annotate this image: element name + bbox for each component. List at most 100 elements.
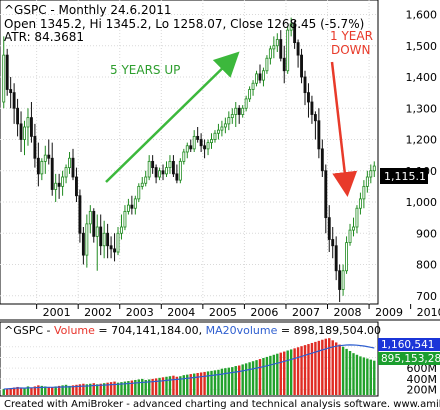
candle-body xyxy=(130,204,134,209)
candle-body xyxy=(182,151,186,162)
price-tick-label: 1,500 xyxy=(406,40,438,53)
candle-body xyxy=(26,117,30,128)
ma-volume-badge xyxy=(378,352,440,365)
volume-bar xyxy=(265,356,269,395)
candle-body xyxy=(244,98,248,109)
candle-body xyxy=(352,226,355,231)
volume-bar xyxy=(331,340,334,395)
price-tick-label: 1,400 xyxy=(406,71,438,84)
candle-body xyxy=(19,123,23,140)
volume-bar xyxy=(82,383,85,395)
candle-body xyxy=(154,167,158,178)
candle-body xyxy=(9,89,13,94)
candle-body xyxy=(78,195,82,234)
volume-bar xyxy=(286,350,289,395)
last-price-label: 1,115.1 xyxy=(384,170,426,183)
volume-bar xyxy=(89,383,92,395)
volume-bar xyxy=(182,375,186,395)
candle-body xyxy=(296,42,300,56)
candle-body xyxy=(61,176,65,187)
candle-body xyxy=(258,73,262,81)
volume-bar xyxy=(248,362,251,395)
volume-bar xyxy=(217,369,220,395)
candle-body xyxy=(102,232,106,247)
candle-body xyxy=(307,92,310,103)
volume-bar xyxy=(283,351,286,395)
volume-bar xyxy=(19,388,23,395)
volume-bar xyxy=(258,359,262,395)
candle-body xyxy=(227,117,231,125)
volume-bar xyxy=(158,377,161,395)
volume-bar xyxy=(234,366,237,395)
price-tick-label: 700 xyxy=(416,290,437,303)
volume-bar xyxy=(303,345,307,395)
volume-bar xyxy=(231,367,234,395)
volume-bar xyxy=(75,384,78,395)
candle-body xyxy=(255,73,258,84)
candle-body xyxy=(85,223,89,256)
candle-body xyxy=(234,107,238,115)
candles-group xyxy=(2,17,376,302)
candle-body xyxy=(168,160,172,169)
candle-body xyxy=(64,167,68,178)
volume-bar xyxy=(192,373,196,395)
candle-body xyxy=(327,217,331,240)
candle-body xyxy=(47,154,51,159)
header-line-1: ^GSPC - Monthly 24.6.2011 xyxy=(4,3,171,17)
volume-bar xyxy=(321,339,324,395)
volume-bar xyxy=(189,374,192,395)
candle-body xyxy=(348,229,352,244)
volume-bar xyxy=(262,357,265,395)
volume-bar xyxy=(179,376,182,395)
candle-body xyxy=(161,170,165,175)
candle-body xyxy=(120,226,123,234)
volume-bar xyxy=(279,352,282,395)
uptrend-arrow xyxy=(105,51,240,183)
price-tick-label: 900 xyxy=(416,227,437,240)
volume-bar xyxy=(54,386,57,395)
volume-tick-label: 200M xyxy=(407,384,438,397)
last-price-badge xyxy=(380,168,428,184)
volume-bar xyxy=(109,382,113,395)
candle-body xyxy=(113,248,116,253)
volume-bar xyxy=(307,344,310,395)
candle-body xyxy=(192,135,196,150)
time-tick-label: 2010 xyxy=(417,306,440,319)
volume-bar xyxy=(314,341,317,395)
time-tick-label: 2009 xyxy=(375,306,403,319)
volume-bar xyxy=(137,379,140,395)
ma-volume-badge-label: 895,153,28 xyxy=(381,353,440,365)
candle-body xyxy=(317,120,321,150)
volume-bar xyxy=(23,388,26,395)
header-line-3: ATR: 84.3681 xyxy=(4,30,84,44)
candle-body xyxy=(16,107,20,125)
candle-body xyxy=(203,145,207,150)
volume-ma-line xyxy=(3,344,375,390)
candle-body xyxy=(324,170,328,219)
volume-bar xyxy=(116,382,120,395)
candle-body xyxy=(223,123,227,128)
candle-body xyxy=(123,210,127,228)
volume-bar xyxy=(334,342,338,395)
volume-bar xyxy=(296,347,300,395)
candle-body xyxy=(189,145,193,150)
candle-body xyxy=(95,226,99,237)
candle-body xyxy=(289,23,293,31)
candle-body xyxy=(279,39,283,59)
volume-bars-group xyxy=(2,338,376,395)
candle-body xyxy=(241,107,245,115)
volume-bar xyxy=(165,376,168,395)
volume-bar xyxy=(175,376,179,395)
volume-bar xyxy=(203,371,206,395)
candle-body xyxy=(345,242,349,272)
candle-body xyxy=(286,29,290,72)
candle-body xyxy=(71,157,75,178)
volume-bar xyxy=(130,380,134,395)
candle-body xyxy=(5,54,9,90)
candle-body xyxy=(75,176,78,197)
volume-bar xyxy=(251,361,255,395)
volume-bar xyxy=(196,373,199,395)
time-tick-label: 2007 xyxy=(292,306,320,319)
time-tick-label: 2002 xyxy=(84,306,112,319)
